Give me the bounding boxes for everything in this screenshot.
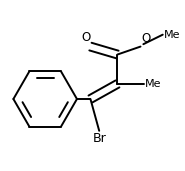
Text: Me: Me	[145, 79, 162, 89]
Text: O: O	[82, 31, 91, 44]
Text: Me: Me	[164, 30, 180, 40]
Text: Br: Br	[92, 132, 106, 145]
Text: O: O	[141, 32, 151, 45]
